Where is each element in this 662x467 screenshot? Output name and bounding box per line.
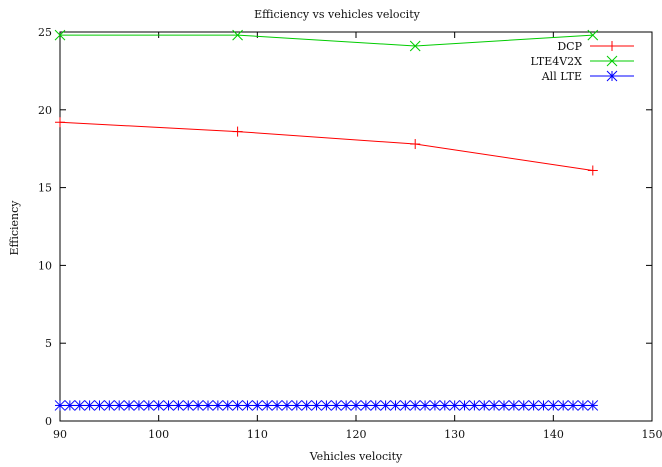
series-line [59,121,593,171]
data-point [587,400,599,411]
y-tick-label: 20 [38,104,52,117]
data-point [518,400,530,411]
x-tick-label: 110 [247,428,268,441]
series-lte4v2x [54,29,599,52]
y-tick-label: 15 [38,182,52,195]
data-point [577,400,589,411]
data-point [232,29,243,41]
data-point [321,400,332,411]
data-point [429,400,441,411]
data-point [55,117,65,128]
x-tick-label: 90 [53,428,67,441]
data-point [242,400,253,411]
data-point [113,400,125,411]
data-point [439,400,451,411]
data-point [587,165,598,176]
y-tick-label: 25 [38,26,52,39]
data-point [380,400,391,411]
data-point [182,400,194,411]
data-point [232,126,243,137]
data-point [498,400,510,411]
y-tick-label: 10 [38,259,52,272]
data-point [311,400,322,411]
x-tick-label: 100 [148,428,169,441]
data-point [192,400,204,411]
data-point [291,400,303,411]
chart-title: Efficiency vs vehicles velocity [254,8,420,21]
data-point [399,400,411,411]
y-tick-label: 5 [45,337,52,350]
data-point [340,400,352,411]
data-point [251,400,263,411]
data-point [557,400,569,411]
data-point [84,400,95,411]
x-axis: 90 100 110 120 130 140 150 [53,32,662,441]
data-point [202,400,214,411]
data-point [232,400,243,411]
data-point [360,400,372,411]
data-point [153,400,165,411]
data-point [488,400,500,411]
plot-border [59,31,653,422]
legend: DCP LTE4V2X All LTE [530,40,634,83]
data-point [212,400,224,411]
data-point [163,400,174,411]
data-point [567,400,579,411]
data-point [350,400,362,411]
data-point [419,400,431,411]
data-point [94,400,105,411]
data-point [54,29,66,41]
data-point [222,400,234,411]
legend-marker [607,41,617,51]
series-all-lte [54,400,599,411]
data-point [330,400,342,411]
legend-marker [606,70,618,82]
data-point [587,29,599,41]
series-layer [54,29,599,411]
data-point [449,400,461,411]
data-point [123,400,135,411]
y-tick-label: 0 [45,415,52,428]
data-point [261,400,273,411]
data-point [547,400,559,411]
data-point [508,400,520,411]
data-point [173,400,184,411]
data-point [133,400,145,411]
data-point [301,400,313,411]
data-point [538,400,549,411]
series-line [60,34,593,47]
legend-marker [606,55,618,67]
data-point [143,400,155,411]
x-axis-label: Vehicles velocity [309,450,403,463]
plot-frame [59,31,653,422]
y-axis-label: Efficiency [8,200,21,256]
legend-label: All LTE [541,70,582,83]
data-point [390,400,401,411]
data-point [410,139,421,150]
data-point [281,400,293,411]
x-tick-label: 120 [346,428,367,441]
data-point [528,400,539,411]
data-point [478,400,490,411]
legend-label: LTE4V2X [530,55,582,68]
data-point [469,400,480,411]
data-point [64,400,76,411]
data-point [409,40,421,52]
data-point [459,400,470,411]
data-point [74,400,86,411]
data-point [370,400,382,411]
x-tick-label: 150 [642,428,662,441]
legend-label: DCP [557,40,582,53]
data-point [409,400,421,411]
series-dcp [55,117,598,176]
y-axis: 0 5 10 15 20 25 [38,26,652,428]
data-point [103,400,115,411]
x-tick-label: 130 [444,428,465,441]
data-point [271,400,283,411]
data-point [54,400,66,411]
x-tick-label: 140 [543,428,564,441]
